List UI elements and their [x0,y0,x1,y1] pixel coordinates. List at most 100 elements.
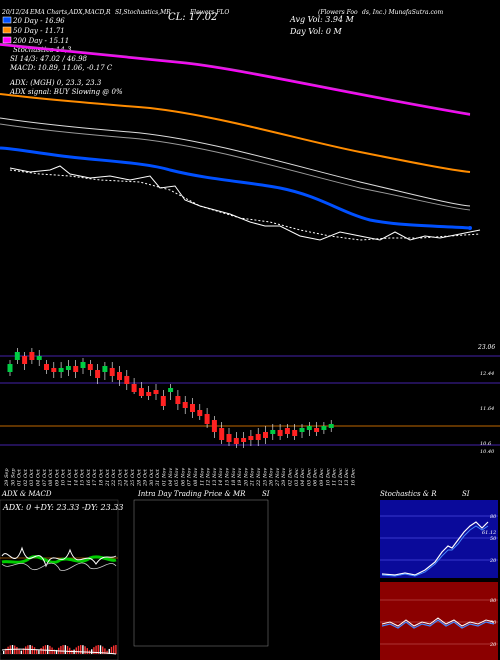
ema-50-label: 50 Day - 11.71 [13,27,65,35]
macd-bar [93,647,95,654]
candle-date-label: 12 Nov [206,468,212,486]
candle-date-label: 29 Nov [281,468,287,487]
candle-date-label: 22 Nov [256,468,262,487]
candle-body [51,368,57,372]
candle-body [321,426,327,430]
candle-date-label: 03 Dec [294,468,300,486]
si-blue-line [381,619,495,629]
stoch-d-line [381,525,489,577]
candle-date-label: 05 Nov [174,468,180,486]
macd-bar [75,647,77,654]
macd-bar [84,646,86,654]
candle-date-label: 21 Oct [105,468,111,487]
candle-date-label: 21 Nov [250,468,256,487]
si-level-80: 80 [490,598,497,604]
candle-body [109,368,115,376]
candle-body [65,366,71,370]
candle-date-label: 18 Oct [99,468,105,486]
macd-bar [91,649,93,654]
stoch-k-line [381,521,489,576]
candle-body [138,388,144,396]
candle-body [44,364,49,370]
ema-grey-line-1 [0,117,471,207]
candle-body [117,372,122,380]
candle-date-label: 08 Oct [48,468,54,486]
source-label: ds, Inc.) MunafaSutra.com [362,9,443,16]
macd-line [1,648,117,655]
candle-body [182,402,188,408]
candle-date-label: 07 Oct [42,468,48,486]
candle-date-label: 09 Dec [319,468,325,486]
macd-bar [69,647,71,654]
macd-bar [18,648,20,654]
candle-date-label: 04 Oct [36,468,42,486]
adx-signal-label: ADX signal: BUY Slowing @ 0% [9,88,123,96]
candle-date-label: 30 Sep [10,468,16,486]
candle-date-label: 11 Oct [67,468,73,486]
price-dashed-line [9,169,481,241]
ema-end-marker [468,226,472,230]
candle-date-label: 02 Dec [288,468,294,486]
avg-vol-label: Avg Vol: 3.94 M [289,15,355,24]
candle-date-label: 11 Dec [332,468,338,486]
candle-body [146,392,152,396]
macd-bar [82,645,84,654]
ema-200-swatch [2,36,12,44]
adx-panel-title: ADX & MACD [1,490,52,498]
candle-body [14,352,20,360]
candle-body [160,396,166,406]
candle-body [168,388,174,392]
ema-50-swatch [2,26,12,34]
macd-bar [20,650,22,654]
close-label: CL: 17.02 [168,12,217,23]
candle-date-label: 15 Nov [225,468,231,486]
stoch-panel-title: Stochastics & R [380,490,437,498]
adx-values-label: ADX: 0 +DY: 23.33 -DY: 23.33 [2,503,123,512]
adx-grey-line [1,562,117,571]
candle-date-label: 20 Nov [243,468,249,487]
ema-20-line [0,146,471,230]
macd-bar [97,645,99,654]
macd-bar [115,645,117,654]
candle-body [299,428,305,432]
macd-bar [110,646,113,654]
stoch-last-value: 61.12 [482,530,496,536]
candle-date-label: 25 Nov [262,468,268,487]
macd-bar [80,645,82,654]
candle-date-label: 25 Oct [130,468,136,487]
candle-ytick-1: 12.44 [480,371,494,377]
macd-bar [22,648,25,654]
stoch-panel-bg [380,500,498,578]
macd-bar [25,646,27,654]
candle-body [270,430,276,434]
macd-bar [99,645,102,654]
candle-body [95,370,101,378]
candle-body [73,366,79,372]
macd-bar [36,649,38,654]
macd-bar [40,648,42,654]
macd-line-label: MACD: 10.89, 11.06, -0.17 C [9,64,113,72]
candle-date-label: 01 Nov [162,468,168,486]
candle-date-label: 23 Oct [117,468,123,487]
macd-bar [108,648,110,654]
candle-body [175,396,181,404]
candle-body [233,438,239,444]
candle-ytick-top: 23.06 [477,344,495,351]
candle-date-label: 15 Oct [80,468,86,486]
candle-date-label: 26 Nov [269,468,275,487]
candle-date-label: 03 Oct [29,468,35,486]
macd-bar [55,649,58,654]
candle-date-label: 22 Oct [111,468,117,487]
macd-bar [7,646,9,654]
macd-bar [95,645,97,654]
date-label: 20/12/24 [1,9,29,16]
macd-bar [62,645,64,654]
candle-date-label: 02 Oct [23,468,29,486]
candle-body [36,356,42,360]
macd-bar [64,645,66,654]
macd-bar [3,651,5,654]
macd-bar [33,647,36,654]
candle-date-label: 29 Sep [4,468,10,487]
candle-date-label: 31 Oct [155,468,161,486]
candle-body [80,362,86,368]
